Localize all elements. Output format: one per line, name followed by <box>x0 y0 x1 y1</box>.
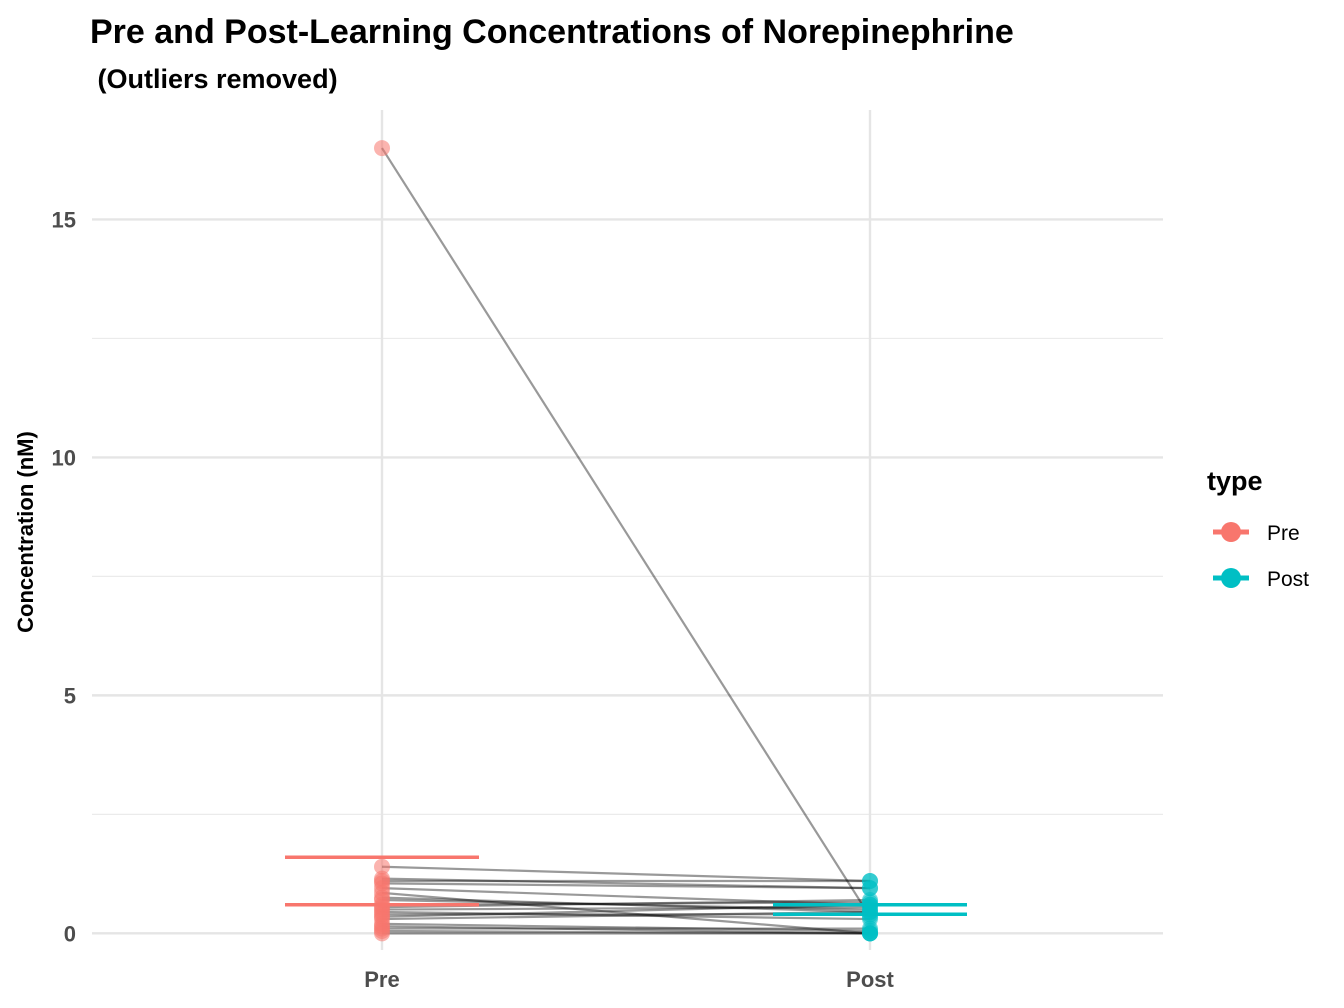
y-tick-label: 0 <box>64 921 76 946</box>
y-axis-title: Concentration (nM) <box>13 431 38 633</box>
post-point <box>862 880 878 897</box>
post-point <box>862 925 878 942</box>
x-axis: Pre Post <box>364 967 894 992</box>
pair-line <box>381 929 871 935</box>
pair-line <box>381 887 871 906</box>
pair-line <box>381 903 871 918</box>
pair-line <box>381 898 871 911</box>
pair-line <box>381 877 871 890</box>
legend-label: Pre <box>1267 522 1300 545</box>
pair-line <box>381 882 871 890</box>
x-tick-label: Post <box>846 967 894 992</box>
legend: Pre Post <box>1213 522 1309 591</box>
y-tick-label: 10 <box>52 445 76 470</box>
legend-title: type <box>1207 466 1263 496</box>
pair-line <box>381 896 871 914</box>
paired-lines <box>381 147 871 935</box>
chart-title: Pre and Post-Learning Concentrations of … <box>90 13 1014 51</box>
x-tick-label: Pre <box>364 967 399 992</box>
pair-line <box>381 147 871 918</box>
pair-line <box>381 906 871 911</box>
pre-point <box>374 925 390 942</box>
pair-line <box>381 910 871 921</box>
pair-line <box>381 925 871 935</box>
legend-key-point <box>1221 522 1241 542</box>
pair-line <box>381 865 871 883</box>
points <box>374 140 878 942</box>
legend-label: Post <box>1267 568 1309 591</box>
pair-line <box>381 922 871 933</box>
pre-point <box>374 858 390 875</box>
grid <box>92 110 1163 950</box>
legend-item-pre: Pre <box>1213 522 1300 545</box>
chart-subtitle: (Outliers removed) <box>90 64 338 94</box>
y-tick-label: 5 <box>64 683 76 708</box>
pre-point <box>374 140 390 157</box>
pair-line <box>381 891 871 935</box>
y-tick-label: 15 <box>52 207 76 232</box>
legend-key-point <box>1221 568 1241 588</box>
y-axis: 0 5 10 15 <box>52 207 76 946</box>
error-bars <box>285 855 967 917</box>
legend-item-post: Post <box>1213 568 1309 591</box>
